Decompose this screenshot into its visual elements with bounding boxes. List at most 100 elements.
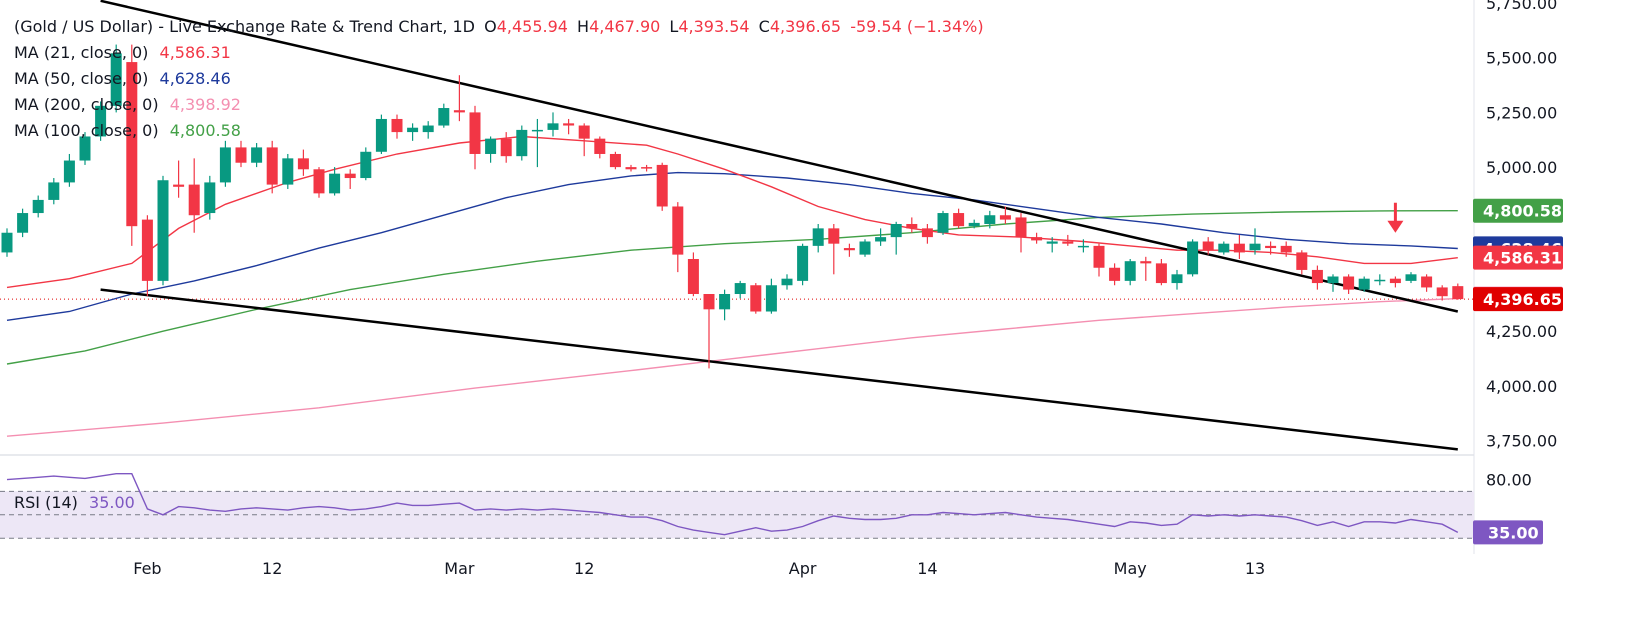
candle[interactable]: [1327, 274, 1339, 292]
candle[interactable]: [360, 147, 372, 181]
candle[interactable]: [656, 162, 668, 211]
candle[interactable]: [438, 103, 450, 128]
candle[interactable]: [1077, 239, 1089, 253]
candle[interactable]: [188, 158, 200, 233]
candle[interactable]: [547, 112, 559, 137]
candle[interactable]: [79, 132, 91, 165]
candle[interactable]: [641, 164, 653, 172]
candle[interactable]: [1311, 265, 1323, 290]
candle[interactable]: [32, 195, 44, 218]
candle[interactable]: [1249, 228, 1261, 255]
candle[interactable]: [578, 123, 590, 157]
candle[interactable]: [563, 118, 575, 135]
candle[interactable]: [516, 125, 528, 161]
candle[interactable]: [828, 223, 840, 275]
candle[interactable]: [1421, 274, 1433, 292]
candle[interactable]: [953, 208, 965, 229]
candle[interactable]: [48, 178, 60, 205]
candle[interactable]: [266, 140, 278, 194]
candle[interactable]: [1, 228, 13, 257]
legend-ma100-row[interactable]: MA (100, close, 0) 4,800.58: [14, 118, 984, 144]
candle[interactable]: [968, 219, 980, 229]
candle[interactable]: [812, 223, 824, 253]
candle[interactable]: [1374, 274, 1386, 286]
candle[interactable]: [329, 167, 341, 196]
candle[interactable]: [687, 252, 699, 297]
candle[interactable]: [937, 210, 949, 235]
candle[interactable]: [781, 274, 793, 290]
candle[interactable]: [500, 132, 512, 163]
candle[interactable]: [1233, 234, 1245, 259]
candle[interactable]: [734, 280, 746, 299]
candle[interactable]: [859, 239, 871, 257]
candle[interactable]: [297, 149, 309, 176]
candle[interactable]: [204, 175, 216, 220]
legend-ma21-row[interactable]: MA (21, close, 0) 4,586.31: [14, 40, 984, 66]
candle[interactable]: [235, 140, 247, 168]
candle[interactable]: [313, 167, 325, 198]
candle[interactable]: [1358, 276, 1370, 292]
candle[interactable]: [1140, 256, 1152, 281]
candle[interactable]: [843, 243, 855, 257]
candle[interactable]: [719, 289, 731, 321]
candle[interactable]: [375, 114, 387, 154]
candle[interactable]: [531, 118, 543, 168]
candle[interactable]: [1218, 241, 1230, 255]
candle[interactable]: [1171, 269, 1183, 290]
candle[interactable]: [282, 153, 294, 189]
candle[interactable]: [1452, 283, 1464, 300]
candle[interactable]: [1280, 241, 1292, 257]
candle[interactable]: [17, 208, 29, 238]
candle[interactable]: [1093, 243, 1105, 277]
candle[interactable]: [1296, 250, 1308, 275]
candle[interactable]: [999, 206, 1011, 224]
candle[interactable]: [110, 44, 122, 113]
rsi-legend[interactable]: RSI (14) 35.00: [14, 493, 135, 512]
candle[interactable]: [703, 294, 715, 369]
candle[interactable]: [391, 114, 403, 139]
candle[interactable]: [1389, 276, 1401, 288]
candle[interactable]: [890, 221, 902, 255]
candle[interactable]: [95, 101, 107, 141]
candle[interactable]: [1046, 237, 1058, 253]
legend-ma50-row[interactable]: MA (50, close, 0) 4,628.46: [14, 66, 984, 92]
candle[interactable]: [485, 136, 497, 163]
candle[interactable]: [1343, 274, 1355, 295]
candle[interactable]: [594, 136, 606, 159]
candle[interactable]: [469, 105, 481, 170]
legend-ma200-row[interactable]: MA (200, close, 0) 4,398.92: [14, 92, 984, 118]
candle[interactable]: [797, 243, 809, 286]
candle[interactable]: [63, 153, 75, 187]
candle[interactable]: [126, 44, 138, 246]
candle[interactable]: [344, 169, 356, 189]
candle[interactable]: [625, 164, 637, 172]
candle[interactable]: [1155, 258, 1167, 286]
candle[interactable]: [422, 121, 434, 139]
candle[interactable]: [173, 160, 185, 198]
candle[interactable]: [984, 210, 996, 229]
candle[interactable]: [672, 202, 684, 273]
candle[interactable]: [1187, 239, 1199, 277]
candle[interactable]: [1062, 234, 1074, 246]
candle[interactable]: [921, 223, 933, 244]
candle[interactable]: [609, 151, 621, 170]
candle[interactable]: [1265, 241, 1277, 255]
candle[interactable]: [141, 215, 153, 297]
candle[interactable]: [875, 228, 887, 246]
candle[interactable]: [906, 217, 918, 233]
candle[interactable]: [750, 283, 762, 314]
candle[interactable]: [1405, 272, 1417, 284]
candle[interactable]: [251, 143, 263, 168]
candle[interactable]: [1109, 263, 1121, 286]
lower-trendline[interactable]: [100, 288, 1458, 451]
candle[interactable]: [1031, 232, 1043, 244]
candle[interactable]: [765, 278, 777, 314]
candle[interactable]: [1015, 213, 1027, 253]
candle[interactable]: [157, 175, 169, 286]
candle[interactable]: [407, 123, 419, 141]
candle[interactable]: [1436, 285, 1448, 301]
candle[interactable]: [1202, 237, 1214, 255]
upper-trendline[interactable]: [100, 0, 1459, 313]
candle[interactable]: [453, 75, 465, 122]
candle[interactable]: [219, 140, 231, 187]
